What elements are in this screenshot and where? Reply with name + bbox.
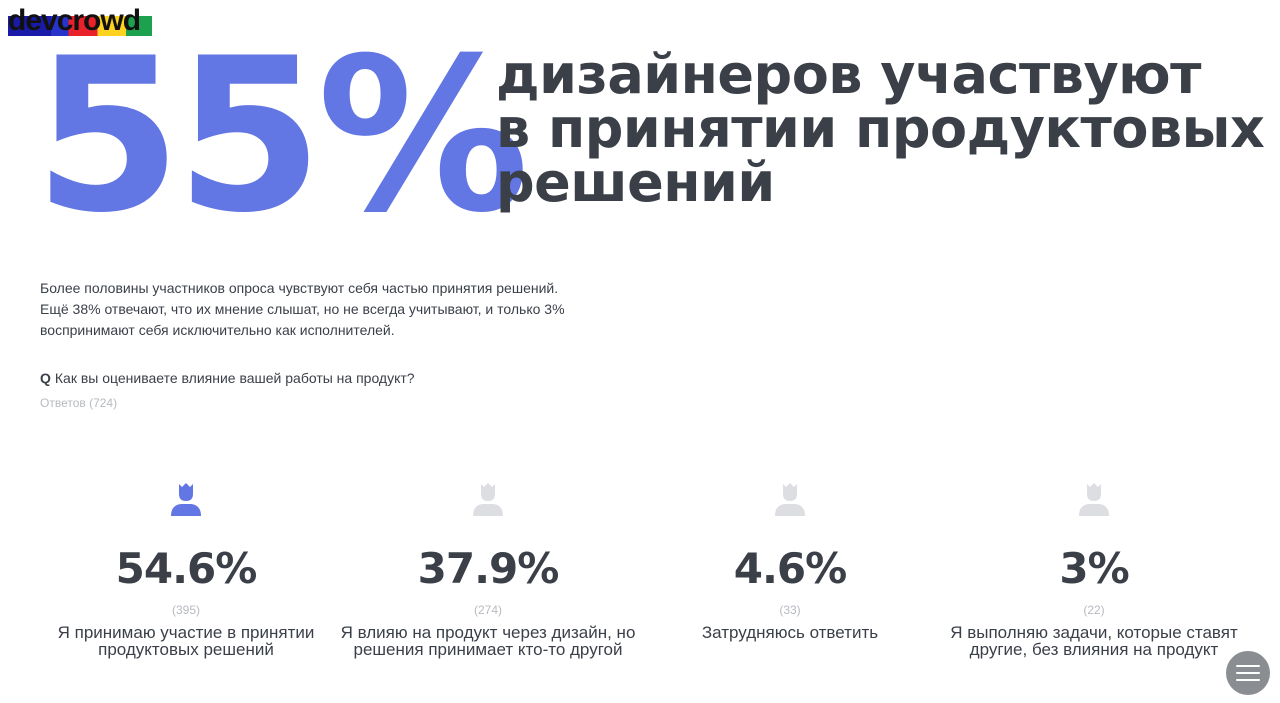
headline-line: в принятии продуктовых <box>496 97 1265 160</box>
stat-percent: 54.6% <box>115 544 258 593</box>
stat-percent: 4.6% <box>733 544 847 593</box>
hamburger-icon-line <box>1236 672 1260 674</box>
stat-percent: 37.9% <box>417 544 560 593</box>
question-marker: Q <box>40 370 51 386</box>
headline: дизайнеров участвуют в принятии продукто… <box>496 48 1276 210</box>
hamburger-icon-line <box>1236 679 1260 681</box>
stat-percent: 3% <box>1059 544 1129 593</box>
hamburger-icon-line <box>1236 665 1260 667</box>
stat-label: Я влияю на продукт через дизайн, но реше… <box>340 623 636 659</box>
logo-text: devcrowd <box>8 4 141 37</box>
stat-column: 4.6% (33) Затрудняюсь ответить <box>640 480 940 641</box>
person-icon <box>473 483 503 516</box>
answers-count: Ответов (724) <box>40 396 118 410</box>
logo-color-bar <box>8 16 152 36</box>
headline-line: решений <box>496 151 775 214</box>
person-icon <box>1079 483 1109 516</box>
description-text: Более половины участников опроса чувству… <box>40 280 565 338</box>
person-icon <box>171 483 201 516</box>
devcrowd-logo[interactable]: devcrowd <box>8 4 152 37</box>
stat-column: 54.6% (395) Я принимаю участие в приняти… <box>36 480 336 658</box>
menu-button[interactable] <box>1226 651 1270 695</box>
stat-column: 3% (22) Я выполняю задачи, которые ставя… <box>944 480 1244 658</box>
stat-column: 37.9% (274) Я влияю на продукт через диз… <box>338 480 638 658</box>
stat-count: (395) <box>171 603 200 617</box>
stat-label: Я принимаю участие в принятии продуктовы… <box>57 623 315 659</box>
stat-label: Я выполняю задачи, которые ставят другие… <box>950 623 1238 659</box>
stat-label: Затрудняюсь ответить <box>701 623 879 642</box>
survey-question: Q Как вы оцениваете влияние вашей работы … <box>40 368 415 388</box>
stat-count: (22) <box>1083 603 1105 617</box>
headline-line: дизайнеров участвуют <box>496 43 1201 106</box>
stat-count: (274) <box>473 603 502 617</box>
question-text: Как вы оцениваете влияние вашей работы н… <box>54 370 415 386</box>
person-icon <box>775 483 805 516</box>
stat-count: (33) <box>779 603 801 617</box>
hero-percent: 55% <box>34 12 529 259</box>
